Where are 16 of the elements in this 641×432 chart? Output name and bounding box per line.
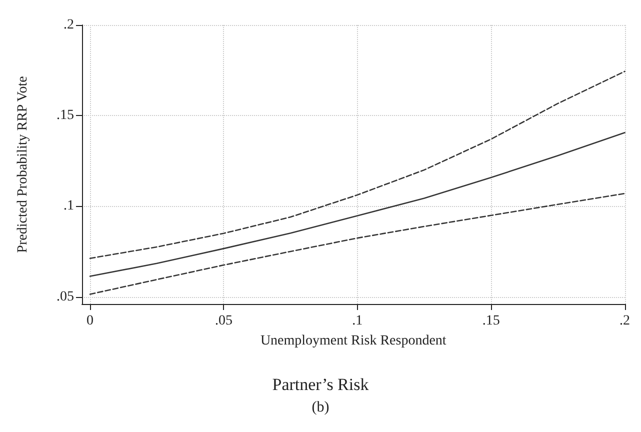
x-tick-label: .2 — [620, 314, 630, 328]
y-tick-label: .15 — [56, 108, 74, 124]
x-tick-label: 0 — [86, 314, 94, 328]
x-tick-label: .05 — [214, 314, 232, 328]
text: (b) — [312, 400, 330, 416]
line-series — [89, 132, 626, 277]
x-tick-label: .15 — [482, 314, 500, 328]
y-tick-label: .1 — [64, 198, 74, 214]
y-tick-label: .05 — [56, 289, 74, 304]
x-axis-title: Unemployment Risk Respondent — [260, 334, 446, 348]
x-tick-label: .1 — [352, 314, 363, 328]
line-series — [89, 70, 626, 259]
line-series — [89, 192, 626, 295]
y-axis-title: Predicted Probability RRP Vote — [16, 76, 30, 253]
y-tick-label: .2 — [64, 18, 74, 32]
text: Partner’s Risk — [272, 375, 370, 394]
